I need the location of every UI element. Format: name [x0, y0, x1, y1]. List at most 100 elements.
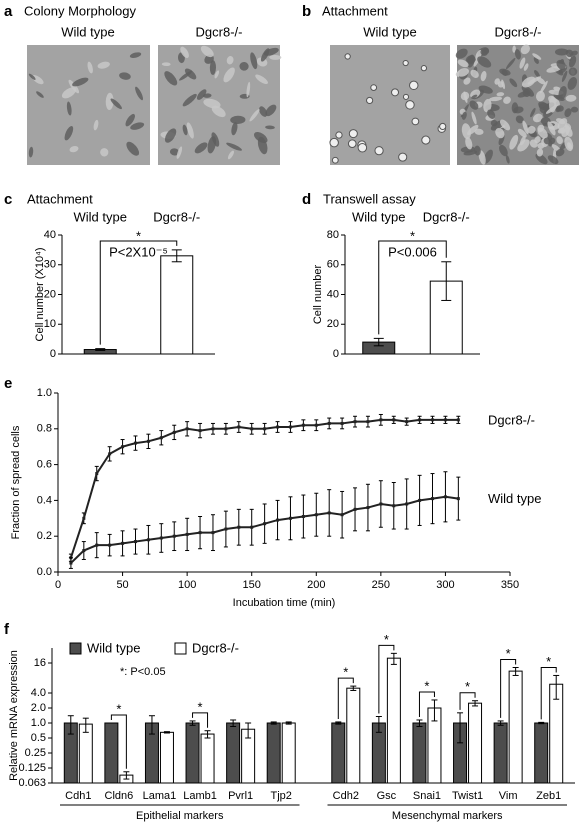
bar — [468, 702, 483, 784]
category-label: Tjp2 — [271, 790, 292, 802]
category-label: Vim — [499, 790, 518, 802]
cell — [211, 105, 226, 118]
point — [276, 518, 280, 522]
cell — [231, 122, 238, 136]
point — [443, 495, 447, 499]
cell — [547, 155, 559, 165]
cell — [129, 52, 142, 58]
cell — [457, 68, 469, 77]
cell — [227, 150, 235, 160]
x-tick-label: 200 — [307, 579, 325, 591]
point — [211, 531, 215, 535]
point — [431, 418, 435, 422]
panel-title: Attachment — [322, 3, 388, 18]
cell — [556, 59, 566, 70]
y-axis-label: Cell number (X10⁴) — [34, 248, 46, 342]
point — [133, 441, 137, 445]
cell — [554, 48, 569, 56]
error-bar — [457, 712, 464, 744]
cell — [509, 134, 519, 150]
cell — [509, 78, 518, 88]
error-bar — [538, 721, 545, 725]
legend-swatch — [174, 642, 187, 655]
cell — [209, 60, 216, 75]
cell — [483, 149, 493, 164]
cell — [69, 146, 79, 153]
error-bar — [553, 674, 560, 700]
error-bar — [270, 721, 277, 725]
cell — [126, 141, 140, 156]
point — [456, 418, 460, 422]
point — [418, 498, 422, 502]
cell — [499, 68, 511, 76]
cell — [515, 115, 524, 124]
cell — [135, 86, 144, 101]
panel-letter: e — [4, 375, 12, 392]
cell — [546, 66, 562, 73]
error-bar — [375, 716, 382, 733]
bar — [412, 722, 427, 784]
point — [95, 543, 99, 547]
y-tick-label: 0 — [333, 348, 339, 360]
cell — [335, 131, 343, 139]
y-tick-label: 0.2 — [37, 530, 52, 542]
category-label: Pvrl1 — [228, 790, 253, 802]
point — [211, 427, 215, 431]
legend-swatch — [69, 642, 82, 655]
point — [95, 472, 99, 476]
panel-title: Transwell assay — [323, 191, 416, 206]
cell — [164, 128, 177, 143]
y-tick-label: 0.25 — [25, 747, 46, 759]
y-axis-label: Fraction of spread cells — [10, 425, 22, 539]
y-axis-label: Cell number — [312, 265, 324, 325]
cell — [405, 100, 415, 110]
point — [146, 538, 150, 542]
cell — [110, 98, 122, 110]
point — [198, 531, 202, 535]
bar — [104, 722, 119, 784]
cell — [551, 144, 561, 152]
cell — [517, 139, 530, 152]
point — [418, 418, 422, 422]
point — [263, 427, 267, 431]
cell — [551, 96, 557, 102]
point — [172, 534, 176, 538]
cell — [239, 61, 249, 71]
y-tick-label: 80 — [327, 229, 339, 241]
cell — [519, 57, 526, 69]
cell — [463, 150, 478, 156]
error-bar — [350, 685, 357, 691]
error-bar — [441, 261, 452, 301]
y-tick-label: 0 — [50, 348, 56, 360]
error-bar — [82, 717, 89, 733]
cell — [331, 156, 339, 164]
bar — [346, 687, 361, 784]
category-label: Snai1 — [413, 790, 441, 802]
cell — [226, 142, 242, 151]
cell — [461, 111, 467, 120]
cell — [471, 111, 477, 125]
error-bar — [67, 715, 74, 735]
cell — [564, 108, 572, 118]
y-tick-label: 0.4 — [37, 494, 52, 506]
point — [198, 429, 202, 433]
cell — [543, 137, 551, 145]
cell — [483, 47, 490, 54]
cell — [522, 89, 531, 98]
bar — [493, 722, 508, 784]
point — [237, 525, 241, 529]
cell — [522, 120, 529, 135]
significance-star: * — [136, 228, 141, 243]
cell — [169, 148, 180, 156]
significance-star: * — [343, 665, 348, 680]
category-label: Cdh1 — [65, 790, 91, 802]
error-bar — [285, 721, 292, 725]
cell — [246, 81, 251, 98]
error-bar — [148, 715, 155, 735]
significance-bracket — [192, 712, 209, 728]
cell — [520, 44, 531, 55]
group-label: Mesenchymal markers — [392, 810, 503, 822]
significance-star: * — [410, 228, 415, 243]
point — [276, 425, 280, 429]
error-bar — [431, 699, 438, 722]
